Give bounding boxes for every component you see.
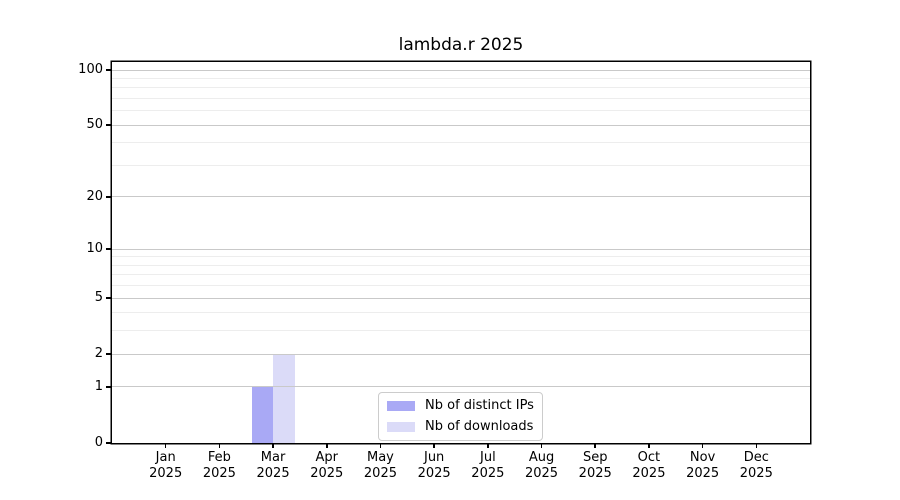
x-axis-tick [487,443,489,448]
gridline-major [112,386,810,388]
gridline-major [112,353,810,355]
gridline-major [112,124,810,126]
x-tick-label: Jul 2025 [471,450,505,481]
gridline-minor [112,274,810,276]
x-axis-tick [379,443,382,448]
x-tick-label: Nov 2025 [686,450,720,481]
x-axis-tick [272,443,274,448]
legend-label: Nb of downloads [425,419,534,434]
y-axis-tick [105,297,111,299]
y-tick-label: 0 [94,435,103,450]
x-axis-tick [540,443,543,448]
x-tick-label: May 2025 [363,450,397,481]
x-tick-label: Apr 2025 [310,450,344,481]
gridline-minor [112,285,810,287]
gridline-minor [112,164,810,166]
y-tick-label: 100 [78,62,103,77]
x-axis-tick [755,443,758,448]
y-axis-tick [105,124,111,126]
x-tick-label: Mar 2025 [256,450,290,481]
x-tick-label: Sep 2025 [578,450,612,481]
gridline-minor [112,330,810,332]
x-axis-tick [433,443,435,448]
gridline-minor [112,256,810,258]
plot-area: 0 1 2 5 10 20 50 100 Jan 2025 Feb 2025 Mar 2025 Apr… [78,62,810,481]
y-tick-label: 5 [94,290,103,306]
gridline-major [112,248,810,250]
x-axis-tick [648,443,650,448]
x-tick-label: Aug 2025 [524,450,559,481]
x-axis-tick [594,443,596,448]
x-tick-label: Jan 2025 [149,450,183,481]
x-tick-label: Oct 2025 [632,450,666,481]
bar-distinct-ips [251,386,274,443]
y-tick-label: 10 [86,241,103,257]
x-tick-label: Jun 2025 [417,450,451,481]
y-axis-tick [105,248,111,250]
gridline-major [112,69,810,71]
y-tick-label: 20 [86,188,103,204]
x-axis-tick [164,443,167,448]
y-axis-tick [105,196,111,198]
gridline-major [112,196,810,198]
x-axis-tick [218,443,221,448]
legend-label: Nb of distinct IPs [425,398,534,413]
gridline-minor [112,77,810,79]
gridline-minor [112,87,810,89]
y-axis-tick [105,442,111,444]
x-tick-label: Feb 2025 [202,450,236,481]
legend-row: Nb of distinct IPs [387,397,534,415]
y-axis-tick [105,69,111,71]
gridline-major [112,297,810,299]
legend-swatch-downloads [387,422,415,432]
legend-row: Nb of downloads [387,418,534,436]
legend-swatch-distinct-ips [387,401,415,411]
y-tick-label: 2 [94,346,103,362]
x-axis-tick [326,443,328,448]
y-axis-tick [105,353,111,355]
gridline-minor [112,312,810,314]
chart-title: lambda.r 2025 [398,35,524,55]
gridline-minor [112,142,810,144]
gridline-minor [112,97,810,99]
y-axis-tick [105,386,111,388]
gridline-minor [112,110,810,112]
bar-downloads [273,354,295,443]
gridline-minor [112,264,810,266]
y-tick-label: 50 [86,117,103,133]
legend: Nb of distinct IPs Nb of downloads [378,392,543,441]
x-tick-label: Dec 2025 [739,450,773,481]
x-axis-tick [701,443,704,448]
y-tick-label: 1 [94,378,103,394]
